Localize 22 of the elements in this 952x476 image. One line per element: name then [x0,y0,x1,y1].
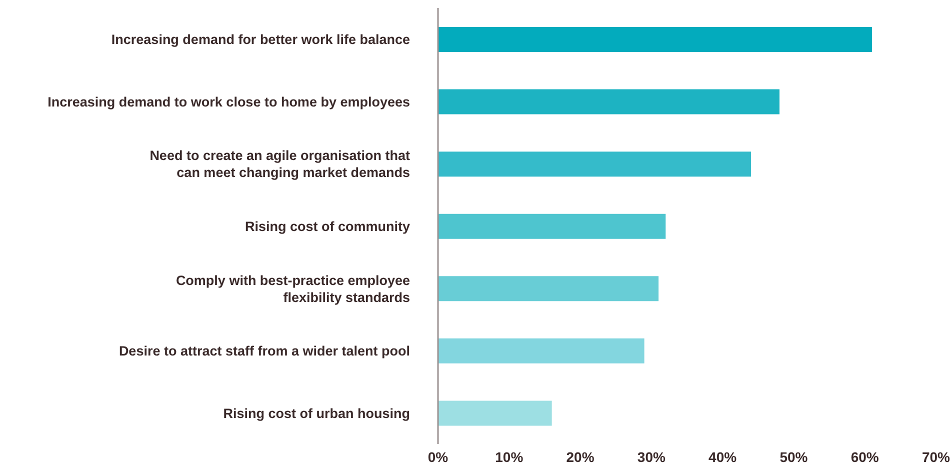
x-tick-label: 50% [780,448,808,465]
x-tick-label: 20% [566,448,595,465]
y-tick-label: Increasing demand for better work life balance [111,32,410,47]
bar [438,338,644,364]
y-tick-label: Rising cost of community [244,218,410,234]
bar [438,152,752,177]
x-tick-label: 60% [850,448,880,465]
bar [438,89,780,114]
y-tick-label: Desire to attract staff from a wider talent pool [118,343,410,358]
bar [438,400,552,426]
y-tick-label: Rising cost of urban housing [223,405,410,420]
y-tick-label: Comply with best-practice employee flexibility standards [176,272,410,304]
y-tick-label: Need to create an agile organisation that can meet changing market demands [150,148,410,180]
bar [438,276,659,302]
bar [438,27,872,52]
x-tick-label: 10% [495,448,524,465]
x-tick-label: 30% [637,448,666,465]
x-tick-label: 0% [428,448,449,465]
y-tick-label: Increasing demand to work close to home by employees [48,94,410,109]
x-tick-label: 70% [922,448,951,465]
bar [438,214,666,239]
x-tick-label: 40% [708,448,738,465]
